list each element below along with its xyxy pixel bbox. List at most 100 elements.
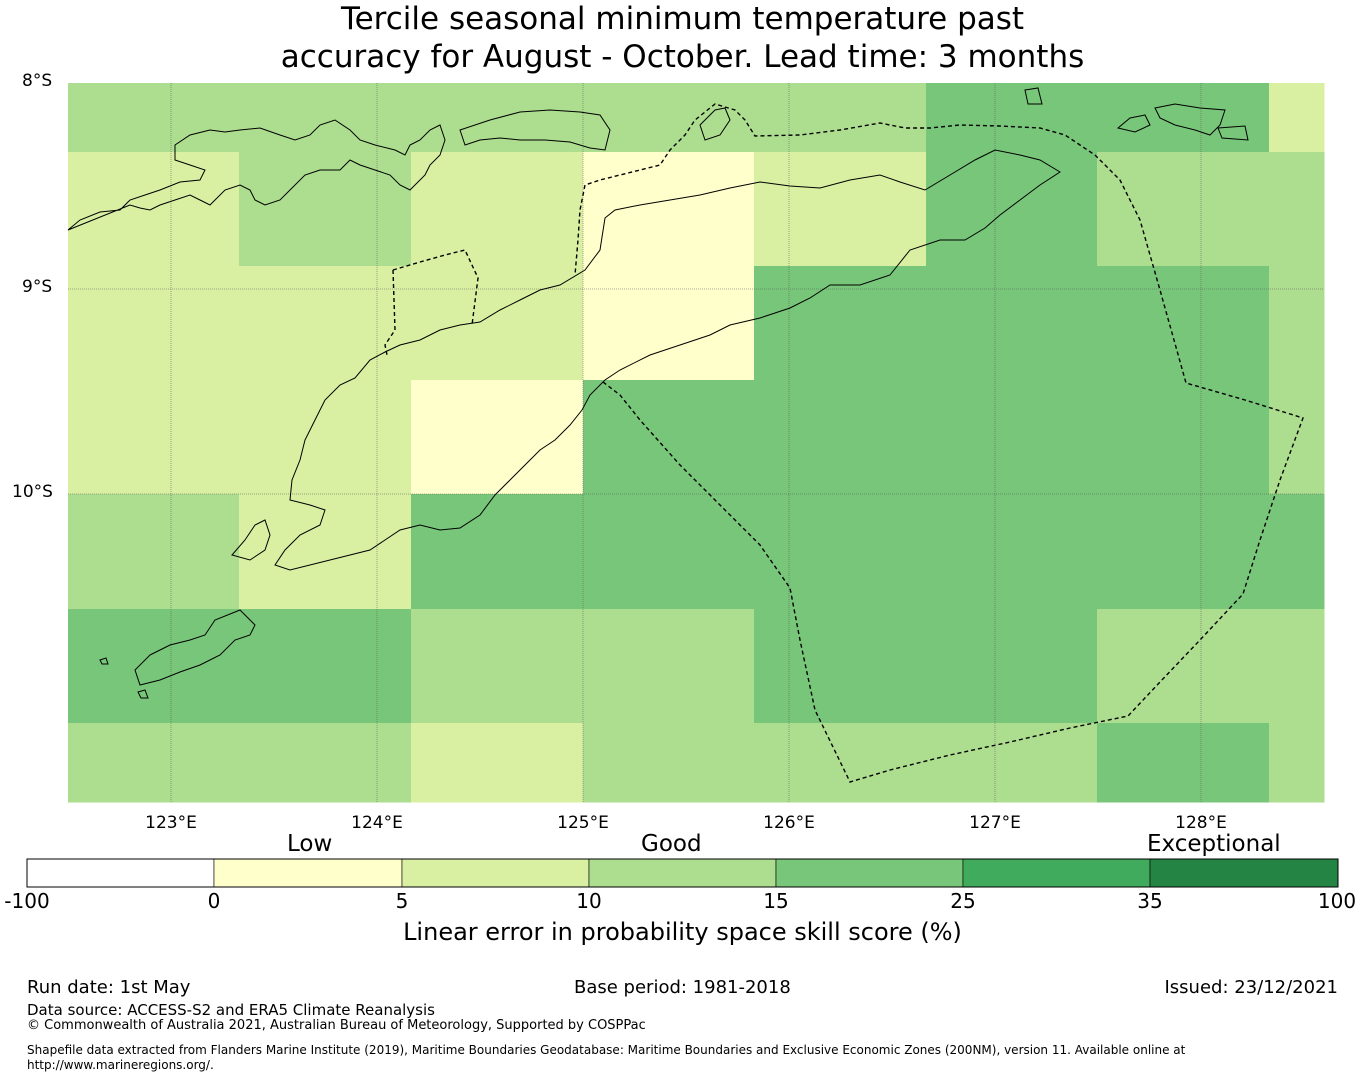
lon-label-126e: 126°E [763,813,815,833]
grid-cell [68,152,240,267]
flores-coastline [67,119,446,231]
small-island-3 [1116,114,1151,133]
grid-cell [411,266,584,381]
colorbar-tick-0: 0 [207,889,221,913]
grid-cell [1097,83,1270,153]
grid-cell [754,380,927,495]
grid-cell [411,723,584,803]
maritime-boundaries [384,103,1304,783]
colorbar-tick-5: 5 [395,889,409,913]
lon-label-123e: 123°E [145,813,197,833]
grid-cell [1097,266,1270,381]
colorbar-title: Linear error in probability space skill … [403,918,962,946]
colorbar-bin [962,858,1151,888]
colorbar-tick-10: 10 [576,889,602,913]
timor-leste-eez-boundary [574,103,1304,783]
grid-cell [583,494,755,610]
grid-cell [583,152,755,267]
coastlines [67,87,1249,699]
grid-cell [1269,494,1325,610]
colorbar-tick-100: 100 [1317,889,1357,913]
grid-cell [926,152,1098,267]
grid-cell [239,609,412,724]
rote-coastline [134,609,256,686]
colorbar-bins [26,858,1339,888]
shapefile-credit-line-2: http://www.marineregions.org/. [27,1058,214,1072]
shapefile-credit-line-1: Shapefile data extracted from Flanders M… [27,1043,1186,1057]
grid-cell [583,380,755,495]
base-period: Base period: 1981-2018 [574,977,791,998]
legend-category-good: Good [641,831,702,857]
grid-cell [68,723,240,803]
grid-cell [68,83,240,153]
grid-cell [239,152,412,267]
graticule [68,83,1324,802]
grid-cell [926,723,1098,803]
grid-cell [411,609,584,724]
grid-cell [1269,152,1325,267]
lon-label-124e: 124°E [351,813,403,833]
grid-cell [239,494,412,610]
grid-cell [1269,380,1325,495]
grid-cell [411,380,584,495]
colorbar-bin [1149,858,1339,888]
grid-cell [1097,723,1270,803]
grid-cell [583,83,755,153]
grid-cell [754,152,927,267]
small-island-6 [137,689,149,699]
colorbar [26,858,1339,888]
grid-cell [583,609,755,724]
map-title: Tercile seasonal minimum temperature pas… [0,0,1365,76]
grid-cell [926,494,1098,610]
run-date: Run date: 1st May [27,977,191,998]
colorbar-tick-neg100: -100 [4,889,50,913]
colorbar-tick-25: 25 [950,889,976,913]
lat-label-10s: 10°S [12,482,53,502]
grid-cell [754,494,927,610]
grid-cell [1269,266,1325,381]
grid-cell [68,266,240,381]
wetar-coastline [459,109,611,151]
legend-category-exceptional: Exceptional [1147,831,1281,857]
grid-cell [926,266,1098,381]
grid-cell [411,494,584,610]
grid-cell [1269,609,1325,724]
grid-cell [754,266,927,381]
title-line-2: accuracy for August - October. Lead time… [280,39,1085,75]
small-island-5 [99,657,109,665]
colorbar-tick-35: 35 [1137,889,1163,913]
grid-cell [1097,152,1270,267]
semau-coastline [231,519,271,561]
copyright: © Commonwealth of Australia 2021, Austra… [27,1018,646,1033]
lon-label-125e: 125°E [557,813,609,833]
grid-cell [68,494,240,610]
lon-label-127e: 127°E [969,813,1021,833]
grid-cell [583,266,755,381]
colorbar-bin [213,858,403,888]
colorbar-bin [401,858,590,888]
legend-category-low: Low [287,831,333,857]
colorbar-tick-15: 15 [763,889,789,913]
small-island-1 [1024,87,1043,105]
grid-cell [754,609,927,724]
grid-cell [1097,494,1270,610]
lat-label-9s: 9°S [22,277,53,297]
grid-cell [754,83,927,153]
colorbar-bin [775,858,964,888]
title-line-1: Tercile seasonal minimum temperature pas… [340,1,1025,37]
grid-cell [239,723,412,803]
grid-cell [926,609,1098,724]
grid-cell [239,83,412,153]
grid-cell [68,380,240,495]
timor-coastline [274,149,1061,571]
grid-cell [583,723,755,803]
grid-cell [239,380,412,495]
data-source: Data source: ACCESS-S2 and ERA5 Climate … [27,1001,435,1019]
grid-cell [1269,83,1325,153]
grid-cell [239,266,412,381]
grid-cell [926,380,1098,495]
colorbar-bin [588,858,777,888]
grid-cell [1269,723,1325,803]
grid-cell [1097,609,1270,724]
grid-cell [411,152,584,267]
